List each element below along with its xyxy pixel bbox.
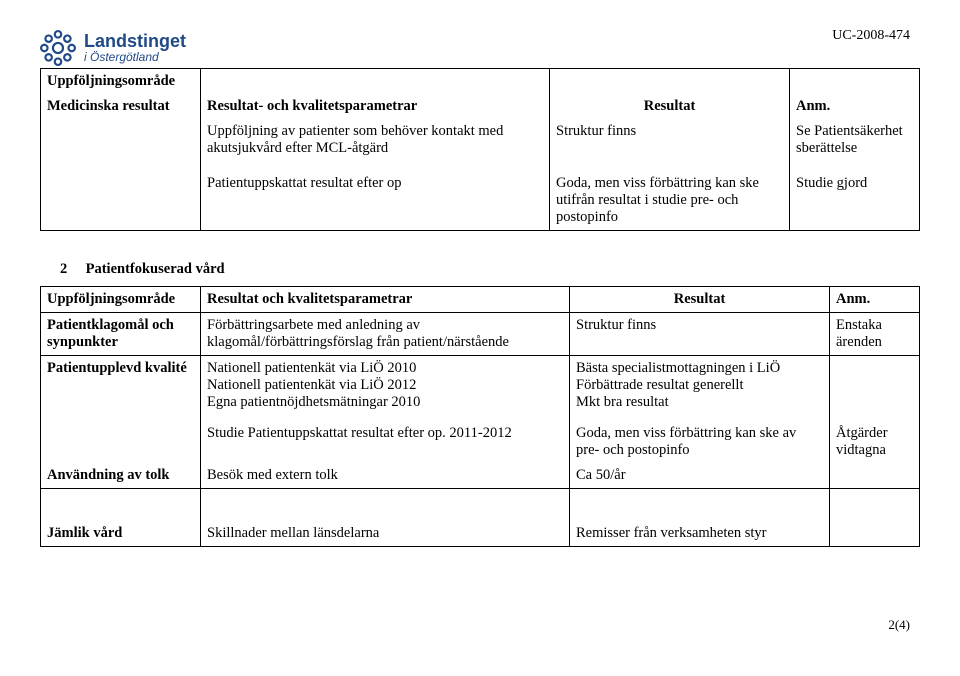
- cell: Uppföljning av patienter som behöver kon…: [201, 119, 550, 171]
- cell-line: Bästa specialistmottagningen i LiÖ: [576, 360, 823, 377]
- table-row: Användning av tolk Besök med extern tolk…: [41, 463, 920, 489]
- org-name: Landstinget: [84, 32, 186, 51]
- landstinget-logo-icon: [40, 30, 76, 66]
- table-row: Jämlik vård Skillnader mellan länsdelarn…: [41, 521, 920, 547]
- cell: Resultat och kvalitetsparametrar: [201, 287, 570, 313]
- cell: Besök med extern tolk: [201, 463, 570, 489]
- cell: Se Patientsäkerhet sberättelse: [790, 119, 920, 171]
- cell-line: Goda, men viss förbättring kan ske av pr…: [576, 425, 823, 459]
- section-title: Patientfokuserad vård: [86, 261, 225, 277]
- cell-line: Förbättrade resultat generellt: [576, 377, 823, 394]
- table-medicinska-resultat: Uppföljningsområde Medicinska resultat R…: [40, 68, 920, 231]
- table-row: Patientupplevd kvalité Nationell patient…: [41, 356, 920, 464]
- cell: Anm.: [830, 287, 920, 313]
- cell: Remisser från verksamheten styr: [570, 521, 830, 547]
- cell: Användning av tolk: [41, 463, 201, 489]
- cell-line: Studie Patientuppskattat resultat efter …: [207, 425, 563, 442]
- org-subtitle: i Östergötland: [84, 51, 186, 64]
- cell: Förbättringsarbete med anledning av klag…: [201, 313, 570, 356]
- cell: Skillnader mellan länsdelarna: [201, 521, 570, 547]
- section-heading: 2 Patientfokuserad vård: [60, 261, 920, 278]
- table-row: Uppföljningsområde: [41, 69, 920, 95]
- cell: Anm.: [790, 94, 920, 119]
- cell: Patientupplevd kvalité: [47, 360, 194, 377]
- cell: Jämlik vård: [41, 521, 201, 547]
- cell: Struktur finns: [550, 119, 790, 171]
- cell: Patientklagomål och synpunkter: [41, 313, 201, 356]
- cell: Resultat: [550, 94, 790, 119]
- cell: Uppföljningsområde: [41, 287, 201, 313]
- cell: Resultat- och kvalitetsparametrar: [201, 94, 550, 119]
- cell: Goda, men viss förbättring kan ske utifr…: [550, 171, 790, 231]
- cell: Ca 50/år: [570, 463, 830, 489]
- org-header: Landstinget i Östergötland: [40, 30, 920, 66]
- table-row-spacer: [41, 489, 920, 522]
- cell: Åtgärder vidtagna: [836, 425, 913, 459]
- section-number: 2: [60, 261, 82, 278]
- cell-line: Nationell patientenkät via LiÖ 2010: [207, 360, 563, 377]
- table-row: Patientklagomål och synpunkter Förbättri…: [41, 313, 920, 356]
- cell: Enstaka ärenden: [830, 313, 920, 356]
- page-footer: 2(4): [40, 617, 920, 633]
- table-row: Patientuppskattat resultat efter op Goda…: [41, 171, 920, 231]
- cell-line: Nationell patientenkät via LiÖ 2012: [207, 377, 563, 394]
- cell: Medicinska resultat: [41, 94, 201, 119]
- cell-uppfoljningsomrade: Uppföljningsområde: [41, 69, 201, 95]
- document-id: UC-2008-474: [832, 28, 910, 44]
- table-patientfokuserad-vard: Uppföljningsområde Resultat och kvalitet…: [40, 286, 920, 547]
- table-row: Uppföljningsområde Resultat och kvalitet…: [41, 287, 920, 313]
- table-row: Medicinska resultat Resultat- och kvalit…: [41, 94, 920, 119]
- cell-line: Egna patientnöjdhetsmätningar 2010: [207, 394, 563, 411]
- cell-line: Mkt bra resultat: [576, 394, 823, 411]
- table-row: Uppföljning av patienter som behöver kon…: [41, 119, 920, 171]
- cell: Struktur finns: [570, 313, 830, 356]
- cell: Patientuppskattat resultat efter op: [201, 171, 550, 231]
- cell: Resultat: [570, 287, 830, 313]
- cell: Studie gjord: [790, 171, 920, 231]
